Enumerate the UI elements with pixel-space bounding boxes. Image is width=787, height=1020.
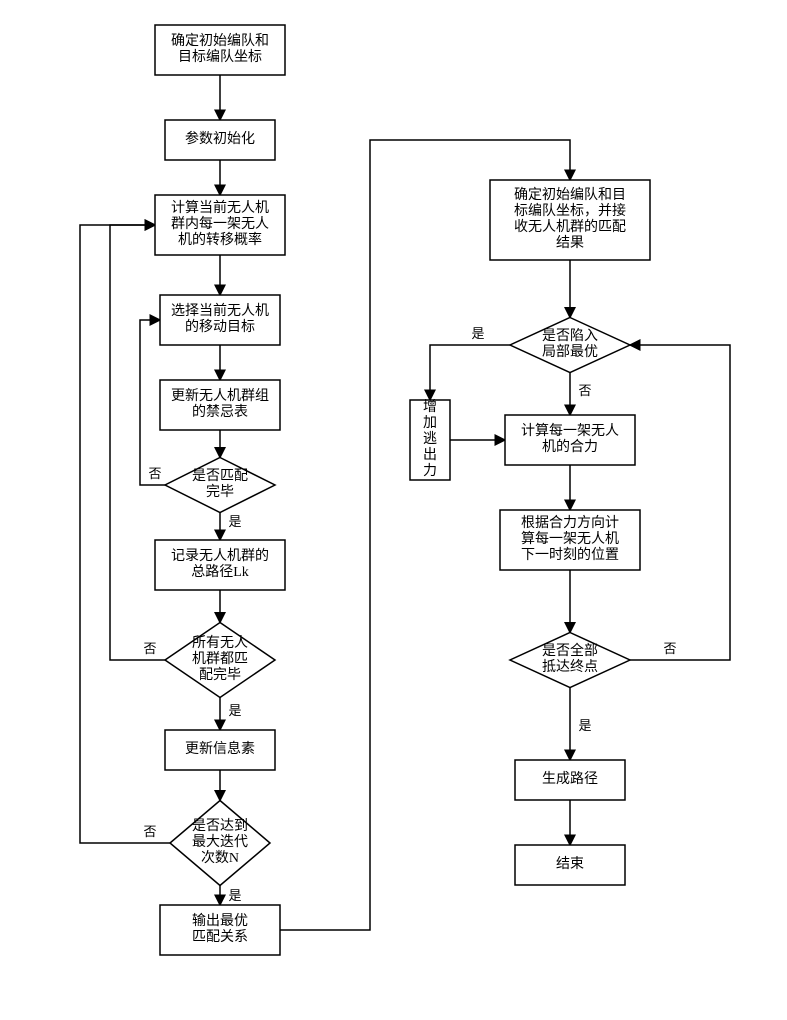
node-text: 收无人机群的匹配 xyxy=(514,219,626,235)
edge-label: 否 xyxy=(148,466,161,481)
node-text: 机的转移概率 xyxy=(178,231,262,248)
node-text: 机的合力 xyxy=(542,439,598,455)
node-F: 是否匹配完毕 xyxy=(165,458,275,513)
node-text: 结果 xyxy=(556,235,584,251)
node-text: 算每一架无人机 xyxy=(521,531,619,547)
node-R2: 是否陷入局部最优 xyxy=(510,318,630,373)
node-text: 的禁忌表 xyxy=(192,404,248,420)
edge-label: 否 xyxy=(578,383,591,398)
node-R3: 计算每一架无人机的合力 xyxy=(505,415,635,465)
edge-label: 是 xyxy=(471,326,484,341)
node-K: 输出最优匹配关系 xyxy=(160,905,280,955)
edge xyxy=(110,225,165,660)
edge xyxy=(80,225,170,843)
node-text: 确定初始编队和 xyxy=(171,32,269,49)
node-R6: 生成路径 xyxy=(515,760,625,800)
node-text: 增 xyxy=(423,399,437,415)
node-D: 选择当前无人机的移动目标 xyxy=(160,295,280,345)
node-text: 是否匹配 xyxy=(192,469,248,484)
edge-label: 是 xyxy=(228,514,241,529)
node-text: 记录无人机群的 xyxy=(171,548,269,564)
node-text: 总路径Lk xyxy=(191,564,249,580)
node-C: 计算当前无人机群内每一架无人机的转移概率 xyxy=(155,195,285,255)
node-text: 次数N xyxy=(201,850,239,866)
node-text: 生成路径 xyxy=(542,771,598,787)
edge-label: 否 xyxy=(143,824,156,839)
node-R4: 根据合力方向计算每一架无人机下一时刻的位置 xyxy=(500,510,640,570)
node-text: 机群都匹 xyxy=(192,651,248,667)
node-text: 参数初始化 xyxy=(185,130,255,147)
node-E: 更新无人机群组的禁忌表 xyxy=(160,380,280,430)
edge-label: 是 xyxy=(228,888,241,903)
node-text: 下一时刻的位置 xyxy=(521,547,619,563)
edge-label: 否 xyxy=(143,641,156,656)
node-text: 抵达终点 xyxy=(542,659,598,675)
edge-label: 是 xyxy=(228,703,241,718)
node-H: 所有无人机群都匹配完毕 xyxy=(165,623,275,698)
node-G: 记录无人机群的总路径Lk xyxy=(155,540,285,590)
edge-label: 否 xyxy=(663,641,676,656)
node-B: 参数初始化 xyxy=(165,120,275,160)
node-text: 局部最优 xyxy=(542,344,598,360)
node-text: 标编队坐标，并接 xyxy=(514,202,626,219)
node-text: 是否全部 xyxy=(542,642,598,659)
node-text: 是否达到 xyxy=(192,818,248,834)
node-text: 计算当前无人机 xyxy=(171,199,269,216)
node-text: 逃 xyxy=(423,431,437,447)
node-text: 出 xyxy=(423,447,437,463)
flowchart-canvas: 确定初始编队和目标编队坐标参数初始化计算当前无人机群内每一架无人机的转移概率选择… xyxy=(10,10,787,1010)
node-text: 匹配关系 xyxy=(192,929,248,945)
node-ESC: 增加逃出力 xyxy=(410,399,450,480)
node-text: 目标编队坐标 xyxy=(178,49,262,65)
node-text: 完毕 xyxy=(206,484,234,500)
node-text: 配完毕 xyxy=(199,667,241,683)
node-text: 根据合力方向计 xyxy=(521,515,619,531)
node-A: 确定初始编队和目标编队坐标 xyxy=(155,25,285,75)
edge xyxy=(630,345,730,660)
node-J: 是否达到最大迭代次数N xyxy=(170,801,270,886)
node-text: 所有无人 xyxy=(192,635,248,651)
node-text: 更新无人机群组 xyxy=(171,388,269,404)
edge-label: 是 xyxy=(578,718,591,733)
node-text: 的移动目标 xyxy=(185,319,255,335)
node-R1: 确定初始编队和目标编队坐标，并接收无人机群的匹配结果 xyxy=(490,180,650,260)
node-text: 是否陷入 xyxy=(542,328,598,344)
edge xyxy=(430,345,510,400)
node-text: 选择当前无人机 xyxy=(171,302,269,319)
node-text: 群内每一架无人 xyxy=(171,216,269,232)
node-text: 计算每一架无人 xyxy=(521,423,619,439)
node-I: 更新信息素 xyxy=(165,730,275,770)
node-text: 结束 xyxy=(556,856,584,872)
node-text: 力 xyxy=(423,463,437,479)
node-text: 加 xyxy=(423,415,437,431)
node-text: 确定初始编队和目 xyxy=(514,186,626,203)
node-R5: 是否全部抵达终点 xyxy=(510,633,630,688)
node-text: 最大迭代 xyxy=(192,834,248,850)
node-text: 更新信息素 xyxy=(185,740,255,757)
node-text: 输出最优 xyxy=(192,913,248,929)
node-R7: 结束 xyxy=(515,845,625,885)
